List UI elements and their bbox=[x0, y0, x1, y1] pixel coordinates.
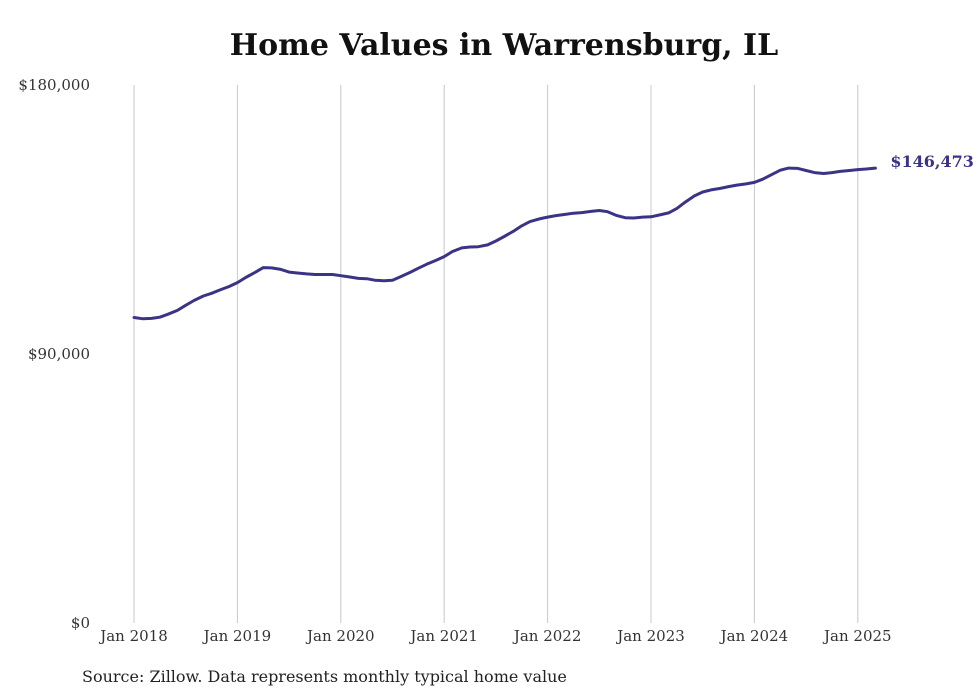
x-axis-ticks: Jan 2018 Jan 2019 Jan 2020 Jan 2021 Jan 2022… bbox=[98, 627, 891, 645]
y-tick-label: $180,000 bbox=[18, 76, 90, 94]
y-axis-ticks: $0 $90,000 $180,000 bbox=[18, 76, 90, 632]
series-line-home-value bbox=[132, 166, 877, 321]
source-note: Source: Zillow. Data represents monthly … bbox=[82, 667, 567, 686]
x-tick-label: Jan 2023 bbox=[615, 627, 685, 645]
x-tick-label: Jan 2019 bbox=[202, 627, 272, 645]
x-tick-label: Jan 2020 bbox=[305, 627, 375, 645]
x-tick-label: Jan 2024 bbox=[719, 627, 789, 645]
end-value-label: $146,473 bbox=[890, 152, 974, 171]
y-tick-label: $90,000 bbox=[28, 345, 90, 363]
chart-title: Home Values in Warrensburg, IL bbox=[229, 28, 779, 63]
y-tick-label: $0 bbox=[71, 614, 90, 632]
x-tick-label: Jan 2021 bbox=[408, 627, 478, 645]
x-tick-label: Jan 2018 bbox=[98, 627, 168, 645]
x-tick-label: Jan 2022 bbox=[512, 627, 582, 645]
x-tick-label: Jan 2025 bbox=[822, 627, 892, 645]
gridlines bbox=[133, 85, 859, 623]
